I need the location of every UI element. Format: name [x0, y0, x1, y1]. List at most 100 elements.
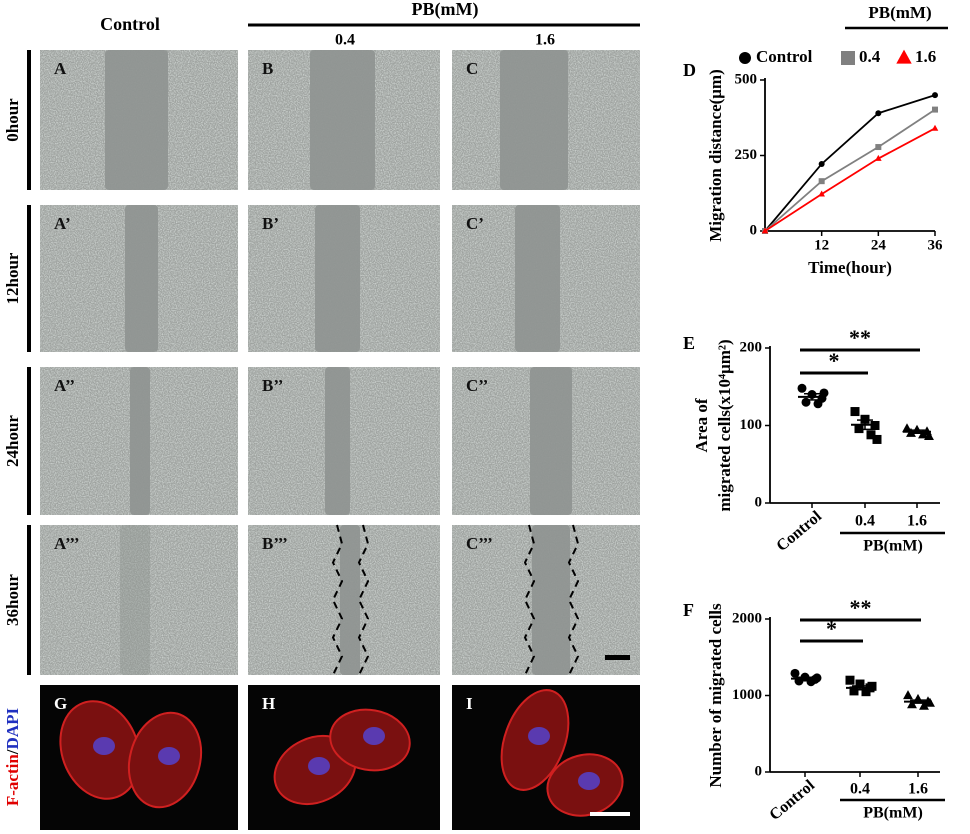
cell-nucleus	[308, 757, 330, 775]
x-tick-label: 12	[814, 237, 829, 253]
marker	[924, 430, 934, 440]
panel-letter: H	[262, 694, 275, 713]
cell-nucleus	[363, 727, 385, 745]
y-tick-label: 0	[750, 222, 758, 238]
marker	[919, 700, 929, 710]
category-label: Control	[773, 508, 825, 555]
label-blue: DAPI	[3, 708, 22, 750]
series-line	[764, 108, 936, 232]
wound-edge	[567, 524, 580, 676]
y-axis-label: Number of migrated cells	[706, 603, 725, 788]
header-group: PB(mM)	[412, 0, 479, 20]
chart-letter: E	[683, 333, 695, 353]
row-bar	[27, 367, 31, 515]
wound-gap	[105, 50, 168, 190]
panel-letter: I	[466, 694, 473, 713]
header-dose: 0.4	[335, 32, 355, 49]
category-label: 0.4	[855, 513, 875, 530]
wound-gap	[515, 205, 560, 352]
significance-label: **	[850, 595, 872, 620]
row-bar	[27, 205, 31, 352]
panel-letter: C	[466, 59, 478, 78]
marker	[813, 399, 823, 409]
scale-bar	[590, 812, 630, 816]
marker	[860, 414, 870, 424]
y-tick-label: 200	[740, 339, 763, 355]
panel-letter: A’	[54, 214, 71, 233]
marker	[801, 397, 811, 407]
row-label: 0hour	[3, 98, 22, 142]
legend-marker	[841, 51, 855, 65]
group-label: PB(mM)	[863, 538, 923, 555]
series-line	[764, 94, 936, 232]
marker	[875, 144, 882, 151]
row-label: 24hour	[3, 415, 22, 467]
header-control: Control	[100, 14, 160, 34]
marker	[850, 407, 860, 417]
panel-letter: C’’	[466, 376, 488, 395]
panel-letter: G	[54, 694, 67, 713]
row-label: 12hour	[3, 252, 22, 304]
marker	[932, 106, 938, 113]
row-bar	[27, 525, 31, 675]
marker	[818, 190, 825, 197]
wound-edge	[331, 524, 344, 676]
chart-letter: F	[683, 600, 694, 620]
marker	[797, 383, 807, 393]
wound-gap	[125, 205, 158, 352]
legend-label: Control	[756, 47, 813, 66]
marker	[849, 686, 859, 696]
marker	[903, 690, 913, 700]
y-tick-label: 0	[755, 763, 763, 779]
panel-letter: C’	[466, 214, 484, 233]
cell-nucleus	[578, 772, 600, 790]
panel-letter: B’’	[262, 376, 283, 395]
wound-gap	[532, 525, 570, 675]
y-axis-label: Migration distance(μm)	[706, 69, 725, 242]
y-axis-label: Area of	[692, 398, 711, 452]
label-red: F-actin	[3, 754, 22, 806]
header-dose: 1.6	[535, 32, 555, 49]
y-tick-label: 2000	[732, 610, 762, 626]
wound-edge	[357, 524, 370, 676]
wound-gap	[500, 50, 568, 190]
cell-nucleus	[528, 727, 550, 745]
legend-group: PB(mM)	[868, 3, 931, 22]
wound-gap	[325, 367, 350, 515]
panel-letter: A	[54, 59, 67, 78]
y-tick-label: 0	[755, 494, 763, 510]
marker	[790, 668, 800, 678]
legend-label: 0.4	[859, 47, 881, 66]
y-tick-label: 500	[735, 71, 758, 87]
marker	[932, 92, 938, 99]
y-tick-label: 1000	[732, 687, 762, 703]
legend-marker	[739, 52, 751, 64]
panel-letter: A’’	[54, 376, 75, 395]
panel-letter: B’’’	[262, 534, 288, 553]
marker	[761, 227, 769, 234]
marker	[818, 160, 825, 167]
panel-letter: A’’’	[54, 534, 79, 553]
panel-letter: B	[262, 59, 273, 78]
wound-gap	[340, 525, 360, 675]
x-axis-label: Time(hour)	[808, 258, 892, 277]
chart-letter: D	[683, 60, 696, 80]
panel-letter: B’	[262, 214, 279, 233]
marker	[845, 675, 855, 685]
y-tick-label: 100	[740, 417, 763, 433]
label-sep: /	[3, 749, 22, 755]
marker	[818, 178, 825, 185]
significance-label: **	[849, 325, 871, 350]
micrograph-texture	[40, 525, 238, 675]
scale-bar	[605, 655, 630, 660]
group-label: PB(mM)	[863, 805, 923, 822]
marker	[855, 679, 865, 689]
wound-gap	[120, 525, 150, 675]
marker	[867, 681, 877, 691]
category-label: 0.4	[850, 781, 870, 798]
marker	[875, 154, 882, 161]
wound-gap	[130, 367, 150, 515]
y-axis-label: migrated cells(x10⁴μm²)	[715, 339, 734, 511]
legend-label: 1.6	[915, 47, 936, 66]
